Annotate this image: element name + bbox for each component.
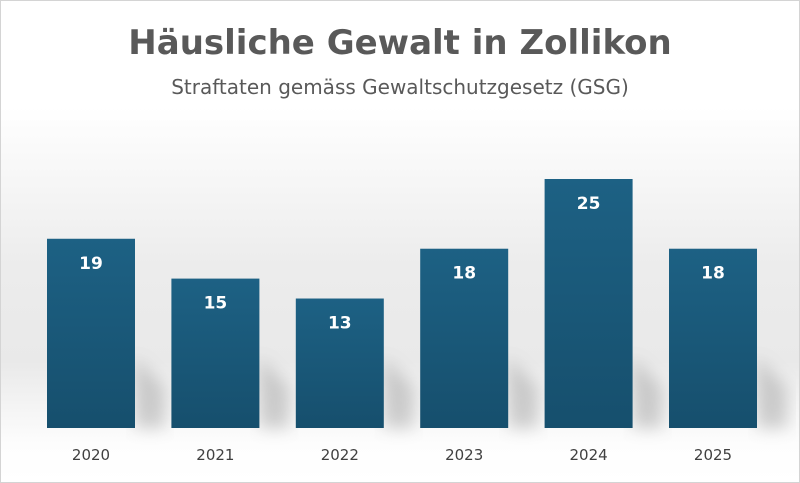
bar-shadow	[757, 358, 787, 428]
data-label-2022: 13	[328, 314, 352, 334]
data-label-2024: 25	[577, 194, 601, 214]
data-label-2025: 18	[701, 264, 725, 284]
bar-shadow	[383, 358, 414, 428]
bar-shadow	[632, 358, 663, 428]
bar-2022	[295, 298, 384, 428]
bar-2023	[420, 248, 509, 428]
x-tick-label-2021: 2021	[196, 446, 234, 464]
bar-2025	[669, 248, 757, 428]
bar-2024	[544, 179, 633, 428]
data-label-2020: 19	[79, 254, 103, 274]
data-label-2023: 18	[452, 264, 476, 284]
bar-2021	[171, 278, 260, 428]
chart-subtitle: Straftaten gemäss Gewaltschutzgesetz (GS…	[171, 75, 629, 99]
x-tick-label-2020: 2020	[72, 446, 110, 464]
chart-title: Häusliche Gewalt in Zollikon	[128, 23, 672, 63]
bar-2020	[47, 238, 135, 428]
x-tick-label-2024: 2024	[570, 446, 608, 464]
x-tick-label-2023: 2023	[445, 446, 483, 464]
bar-shadow	[259, 358, 290, 428]
x-tick-label-2022: 2022	[321, 446, 359, 464]
bar-shadow	[508, 358, 539, 428]
data-label-2021: 15	[204, 294, 228, 314]
bar-shadow	[135, 358, 165, 428]
x-tick-label-2025: 2025	[694, 446, 732, 464]
